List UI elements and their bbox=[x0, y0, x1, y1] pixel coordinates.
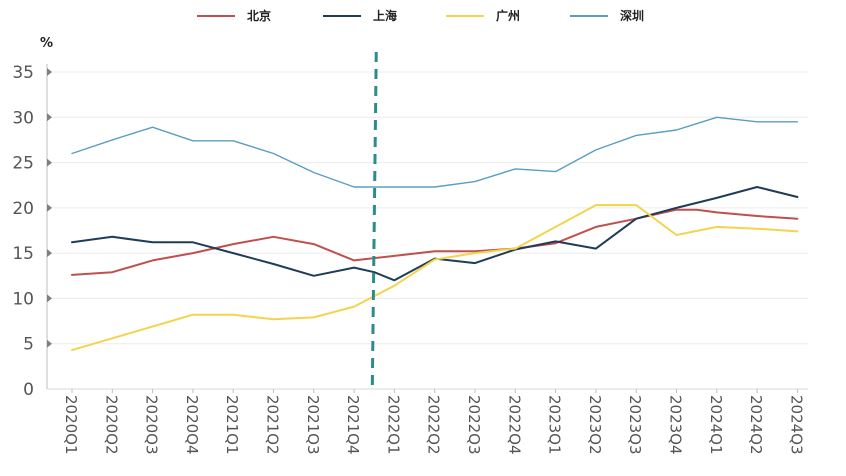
y-axis-ticks: 0 5 10 15 20 25 30 35 bbox=[12, 63, 52, 400]
x-tick-label: 2022Q4 bbox=[505, 395, 523, 455]
y-tick-marker bbox=[47, 158, 52, 167]
x-tick-label: 2024Q3 bbox=[787, 395, 805, 455]
x-tick-label: 2020Q2 bbox=[102, 395, 120, 455]
y-tick-marker bbox=[47, 249, 52, 258]
y-tick-label: 35 bbox=[12, 63, 34, 83]
grid-lines bbox=[47, 71, 808, 345]
legend: 北京 上海 广州 深圳 bbox=[197, 8, 644, 23]
y-tick-label: 25 bbox=[12, 154, 34, 174]
period-divider-line bbox=[370, 51, 378, 393]
y-tick-marker bbox=[47, 339, 52, 348]
x-tick-label: 2023Q2 bbox=[586, 395, 604, 455]
y-tick-marker bbox=[47, 294, 52, 303]
y-axis-unit-label: % bbox=[40, 36, 53, 51]
x-tick-label: 2020Q1 bbox=[62, 395, 80, 455]
x-tick-label: 2020Q4 bbox=[183, 395, 201, 455]
series-lines bbox=[71, 116, 799, 352]
series-line-1 bbox=[71, 208, 799, 276]
x-tick-label: 2023Q3 bbox=[626, 395, 644, 455]
series-line-4 bbox=[71, 116, 799, 188]
x-tick-label: 2021Q4 bbox=[344, 395, 362, 455]
series-line-2 bbox=[71, 186, 799, 282]
y-tick-label: 5 bbox=[23, 335, 34, 355]
y-tick-label: 15 bbox=[12, 244, 34, 264]
x-tick-label: 2024Q2 bbox=[747, 395, 765, 455]
x-axis-ticks: 2020Q1 2020Q2 2020Q3 2020Q4 2021Q1 2021Q2 2021… bbox=[62, 389, 805, 455]
legend-label-4: 深圳 bbox=[620, 8, 644, 23]
x-tick-label: 2022Q1 bbox=[384, 395, 402, 455]
y-tick-label: 30 bbox=[12, 108, 34, 128]
legend-label-1: 北京 bbox=[247, 8, 271, 23]
legend-label-3: 广州 bbox=[496, 8, 520, 23]
x-tick-label: 2020Q3 bbox=[143, 395, 161, 455]
x-tick-label: 2022Q2 bbox=[425, 395, 443, 455]
y-tick-label: 10 bbox=[12, 289, 34, 309]
y-tick-label: 20 bbox=[12, 199, 34, 219]
x-tick-label: 2023Q4 bbox=[667, 395, 685, 455]
x-tick-label: 2022Q3 bbox=[465, 395, 483, 455]
y-tick-marker bbox=[47, 68, 52, 76]
y-tick-label: 0 bbox=[23, 380, 34, 400]
x-tick-label: 2021Q1 bbox=[223, 395, 241, 455]
legend-label-2: 上海 bbox=[373, 8, 397, 23]
y-tick-marker bbox=[47, 203, 52, 212]
x-tick-label: 2024Q1 bbox=[707, 395, 725, 455]
x-tick-label: 2021Q3 bbox=[304, 395, 322, 455]
x-tick-label: 2023Q1 bbox=[546, 395, 564, 455]
series-line-3 bbox=[71, 204, 799, 352]
y-tick-marker bbox=[47, 113, 52, 122]
x-tick-label: 2021Q2 bbox=[264, 395, 282, 455]
